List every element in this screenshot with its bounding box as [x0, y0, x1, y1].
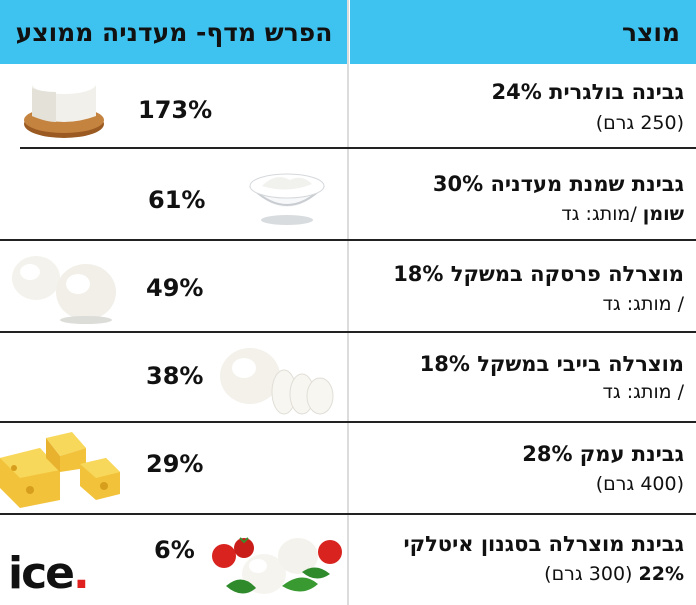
price-diff: 173%	[138, 96, 213, 124]
row-divider	[0, 331, 696, 333]
mozzarella-balls-icon	[12, 256, 116, 324]
ice-logo: ice.	[8, 548, 90, 599]
row-divider	[0, 513, 696, 515]
price-diff: 6%	[154, 536, 195, 564]
product-name: גבינת עמק 28%	[522, 442, 684, 466]
row-divider	[0, 421, 696, 423]
product-sub-bold: שומן	[642, 203, 684, 225]
column-divider	[347, 0, 349, 605]
product-sub: (400 גרם)	[595, 473, 684, 495]
product-name: מוצרלה בייבי במשקל 18%	[419, 352, 684, 376]
cream-cheese-bowl-icon	[249, 173, 325, 225]
logo-text: ice	[8, 548, 75, 599]
caprese-icon	[212, 537, 342, 594]
price-diff: 29%	[146, 450, 204, 478]
price-diff: 61%	[148, 186, 206, 214]
product-sub: (300 גרם)	[544, 563, 633, 585]
header-diff: הפרש מדף- מעדניה ממוצע	[0, 0, 348, 64]
product-sub: (250 גרם)	[595, 112, 684, 134]
row-divider	[0, 239, 696, 241]
logo-dot: .	[73, 548, 90, 599]
row-divider	[20, 147, 696, 149]
product-name: גבינה בולגרית 24%	[491, 80, 684, 104]
product-name: מוצרלה פרסקה במשקל 18%	[393, 262, 684, 286]
yellow-cheese-cubes-icon	[0, 432, 120, 508]
sliced-mozzarella-icon	[220, 348, 334, 415]
product-name: גבינת מוצרלה בסגנון איטלקי	[403, 532, 684, 556]
product-sub-line: שומן /מותג: גד	[354, 201, 684, 227]
bulgarian-cheese-icon	[24, 74, 104, 138]
product-sub: /מותג: גד	[561, 203, 637, 225]
product-name: גבינת שמנת מעדניה 30%	[432, 172, 684, 196]
header-product: מוצר	[350, 0, 696, 64]
product-sub-line: 22% (300 גרם)	[354, 561, 684, 587]
price-diff: 49%	[146, 274, 204, 302]
product-sub: / מותג: גד	[602, 381, 684, 403]
price-diff: 38%	[146, 362, 204, 390]
product-sub-bold: 22%	[638, 563, 684, 585]
product-sub: / מותג: גד	[602, 293, 684, 315]
